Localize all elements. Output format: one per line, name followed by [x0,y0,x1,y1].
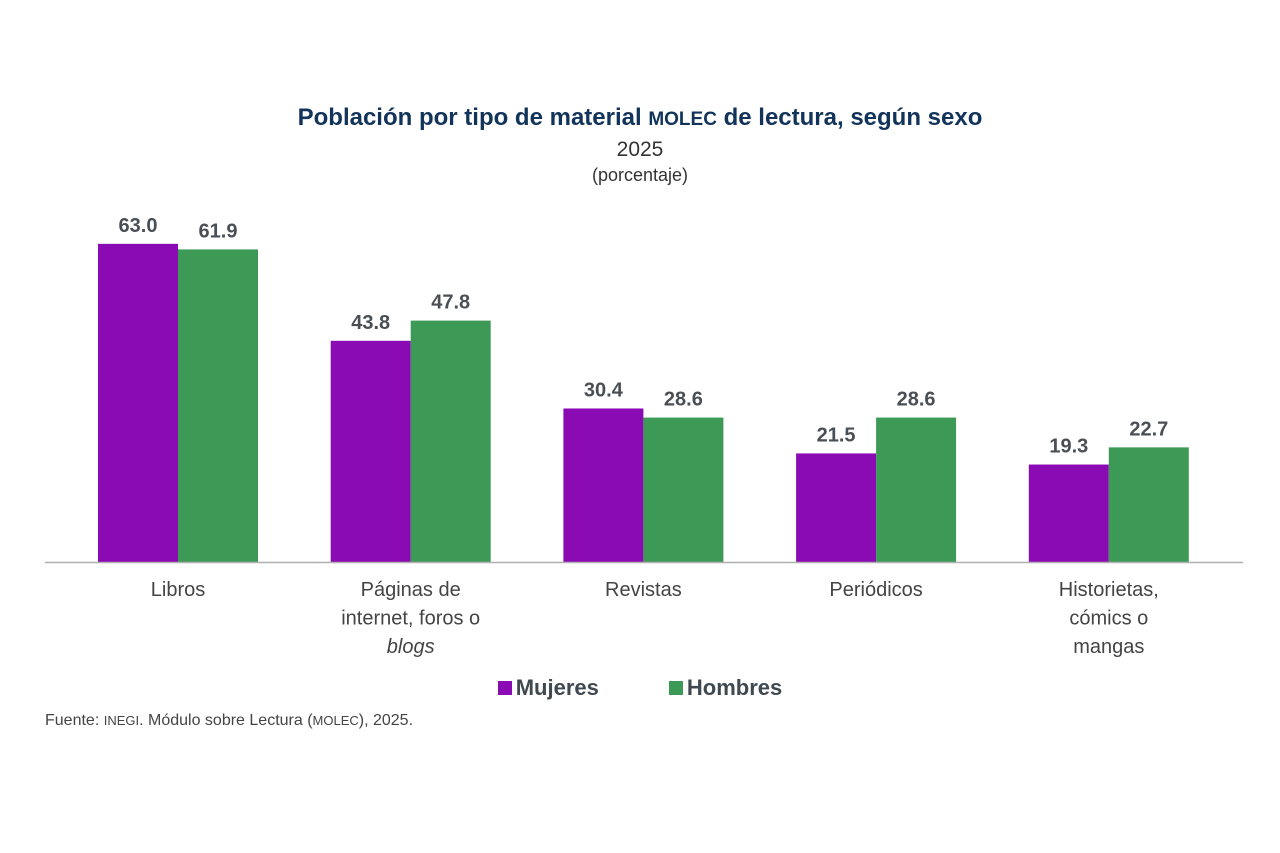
data-label: 19.3 [1049,436,1088,458]
title-text: de lectura, según sexo [716,104,983,131]
data-label: 22.7 [1129,418,1168,440]
x-tick-label: internet, foros o [341,608,480,630]
x-tick-label: cómics o [1069,608,1148,630]
data-label: 63.0 [119,215,158,237]
chart-year: 2025 [616,138,664,161]
legend-item-hombres: Hombres [668,675,783,701]
x-tick-label: Historietas, [1059,579,1159,601]
x-tick-label: Periódicos [829,579,922,601]
source-abbr: INEGI [103,713,140,728]
x-tick-label: mangas [1073,636,1144,658]
data-label: 47.8 [431,292,470,314]
data-label: 61.9 [199,220,238,242]
bar-mujeres [796,453,877,562]
x-tick-label: Revistas [605,579,682,601]
x-tick-label: Páginas de [361,579,461,601]
source-abbr: MOLEC [312,713,359,728]
source-note: Fuente: INEGI. Módulo sobre Lectura (MOL… [45,712,413,730]
source-text: . Módulo sobre Lectura ( [139,712,313,729]
bar-hombres [876,417,957,562]
legend: Mujeres Hombres [0,675,1280,701]
chart-unit: (porcentaje) [591,165,689,185]
bar-mujeres [98,243,178,562]
bar-mujeres [330,340,411,562]
data-label: 28.6 [664,389,703,411]
bar-hombres [410,320,491,562]
data-label: 30.4 [584,379,624,401]
bar-mujeres [563,408,644,562]
title-text: Población por tipo de material [297,104,649,131]
source-text: ), 2025. [358,712,414,729]
data-label: 28.6 [897,389,936,411]
x-tick-label: Libros [151,579,205,601]
source-text: Fuente: [45,712,104,729]
legend-swatch [668,681,683,695]
bar-mujeres [1028,464,1109,562]
data-label: 43.8 [351,312,390,334]
bar-hombres [1108,447,1189,562]
chart-title: Población por tipo de material MOLEC de … [0,104,1280,132]
title-abbr: MOLEC [648,109,717,130]
legend-label: Mujeres [515,675,599,700]
legend-label: Hombres [686,675,783,700]
x-tick-label: blogs [387,636,435,658]
bar-hombres [643,417,724,562]
data-label: 21.5 [817,424,856,446]
bar-hombres [178,249,258,562]
legend-item-mujeres: Mujeres [497,675,599,701]
legend-swatch [497,681,512,695]
